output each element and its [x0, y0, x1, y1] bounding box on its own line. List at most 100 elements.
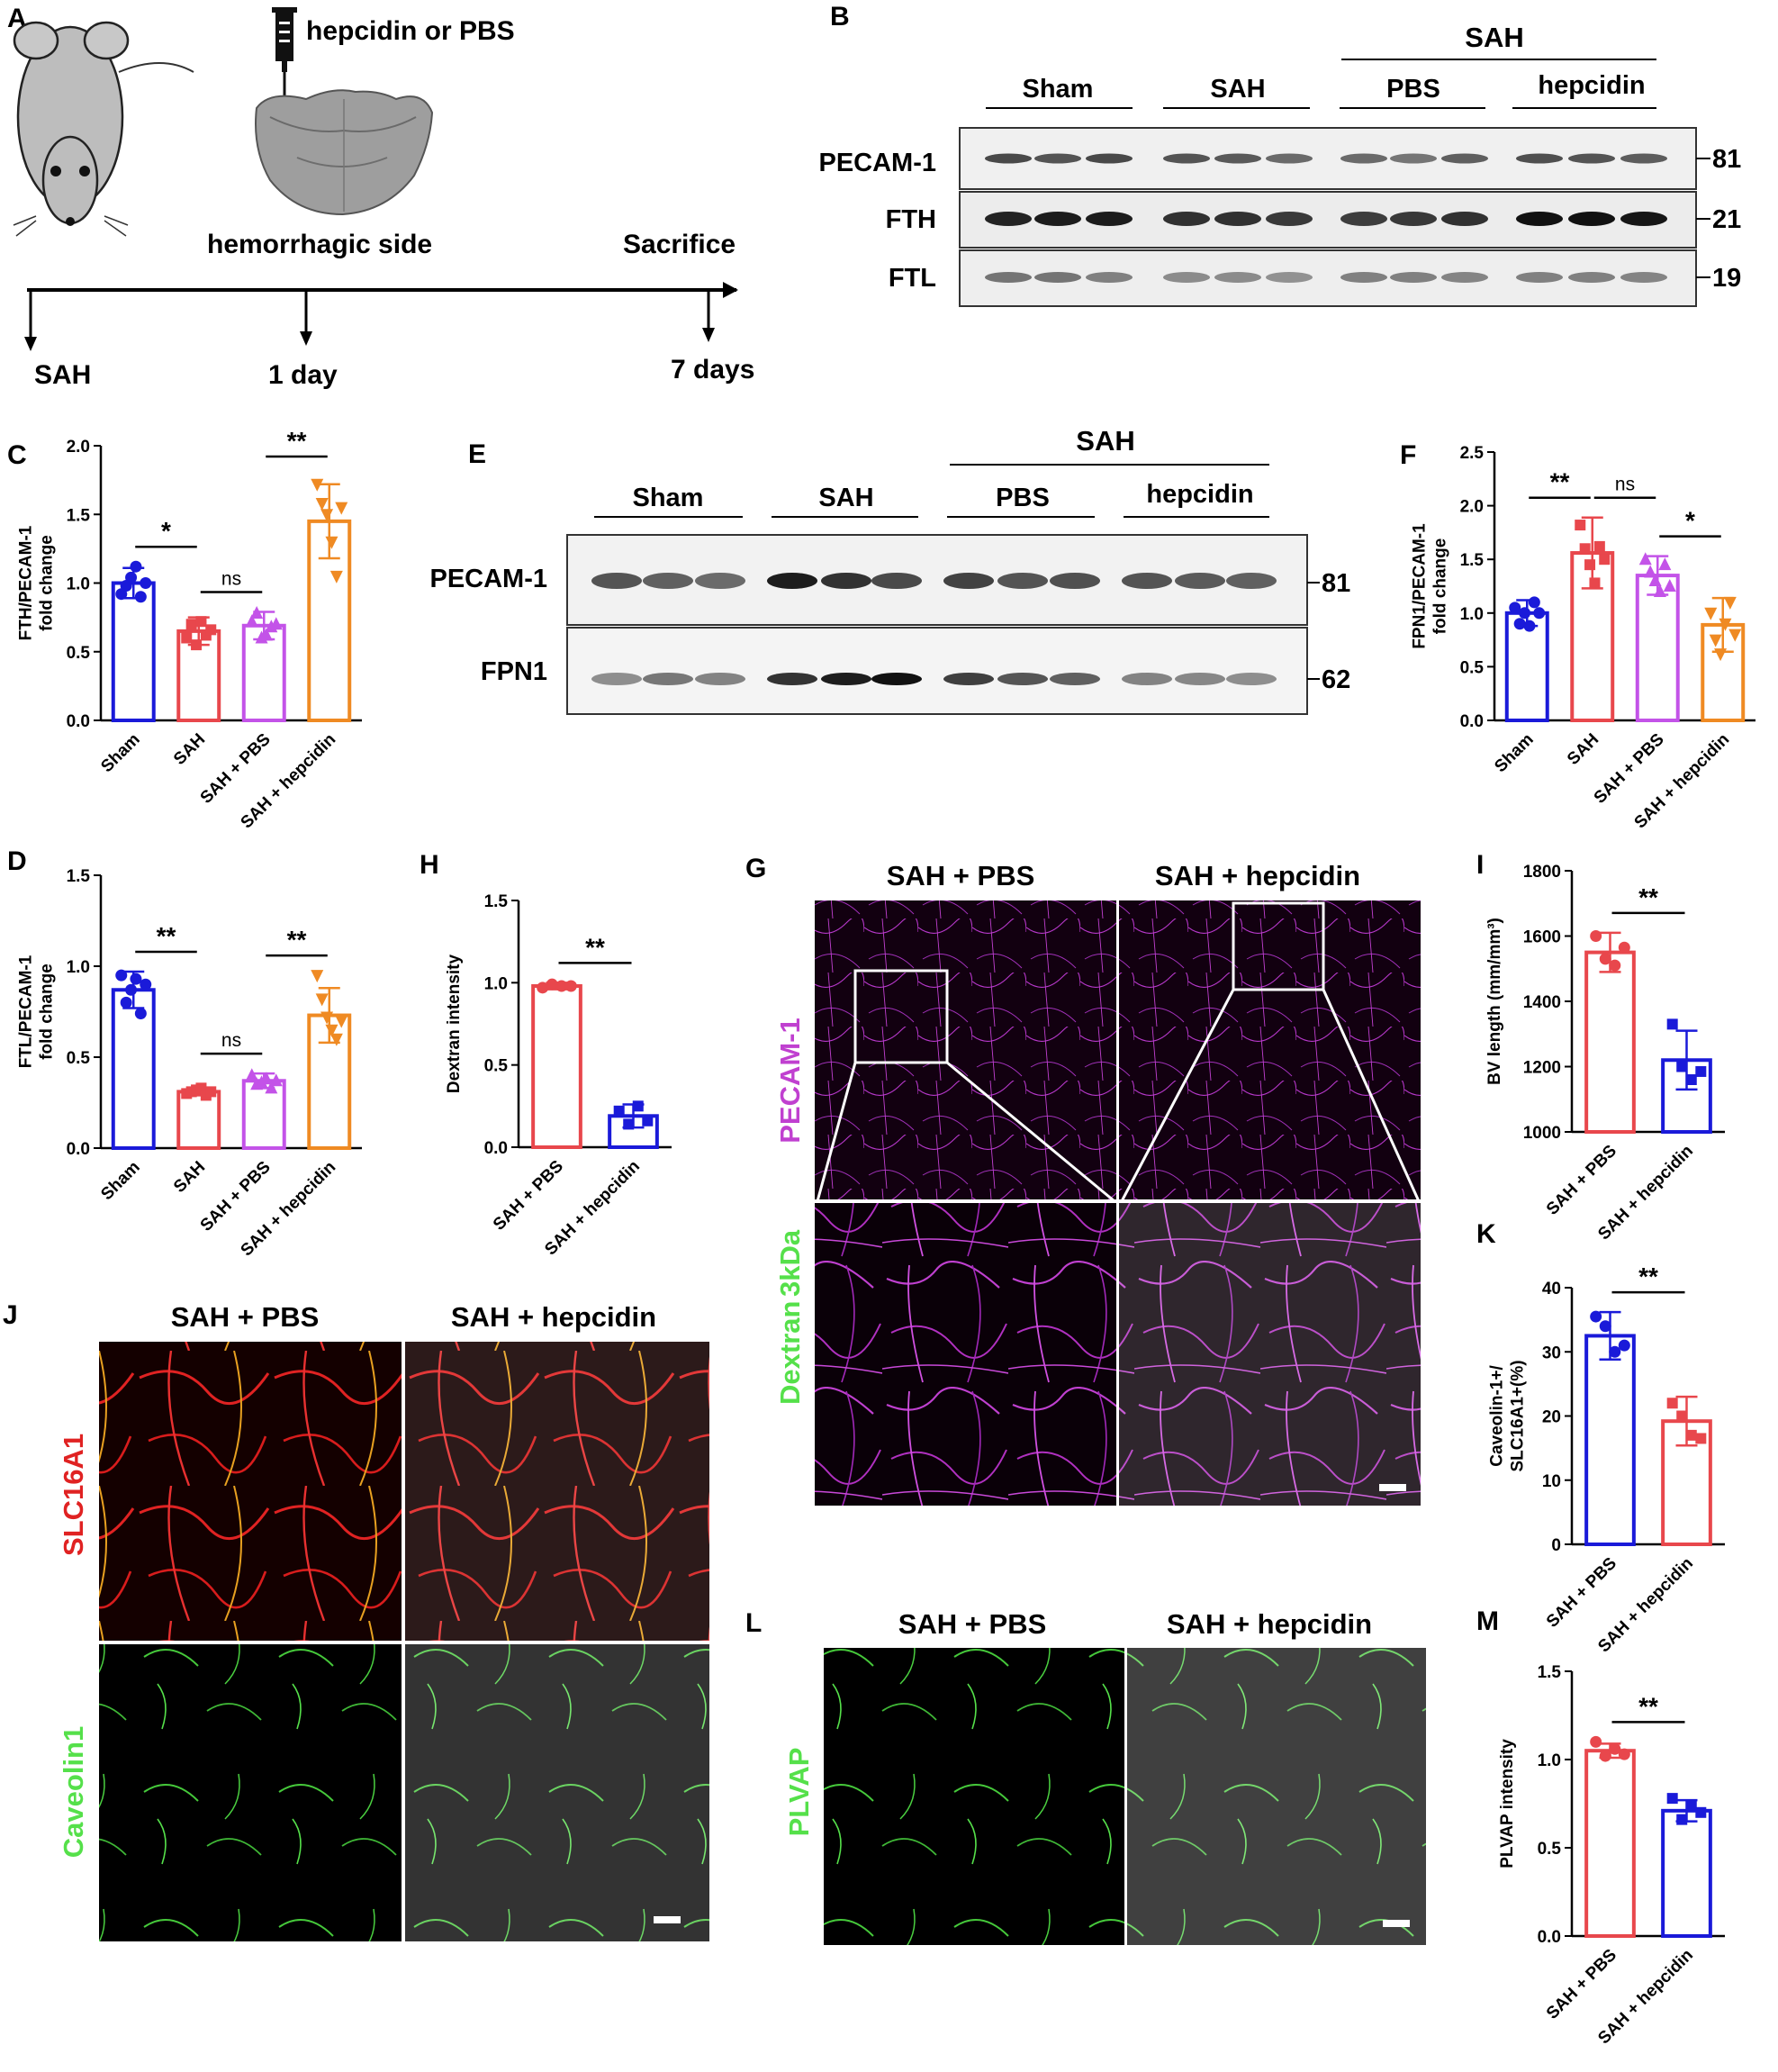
g-zoom-box-hepcidin — [1232, 901, 1325, 991]
blot-b-band — [1516, 272, 1563, 283]
y-axis-label: Caveolin-1+/ — [1488, 1365, 1507, 1467]
blot-e-band — [943, 673, 994, 685]
blot-e-protein-pecam1: PECAM-1 — [429, 565, 547, 593]
data-point — [125, 983, 138, 996]
j-image-hepcidin-caveolin1 — [405, 1644, 709, 1941]
data-point — [250, 606, 264, 620]
y-tick-label: 0 — [1551, 1536, 1561, 1555]
blot-b-band — [985, 272, 1032, 283]
g-image-pbs-dextran — [815, 1203, 1116, 1506]
blot-b-mw-19: 19 — [1712, 264, 1741, 293]
x-category-label: SAH + PBS — [490, 1157, 567, 1235]
l-col-pbs: SAH + PBS — [898, 1608, 1047, 1640]
bar — [176, 1090, 221, 1151]
data-point — [120, 996, 132, 1009]
data-point — [1685, 1074, 1697, 1085]
bar — [111, 581, 156, 722]
panel-j-micrographs: J SAH + PBS SAH + hepcidin SLC16A1 Caveo… — [3, 1300, 709, 1941]
blot-b-band — [1568, 153, 1615, 164]
significance-label: ** — [287, 926, 307, 954]
x-category-label: SAH + PBS — [1543, 1946, 1620, 2023]
significance-label: ** — [585, 933, 605, 961]
data-point — [1590, 1310, 1602, 1323]
data-point — [1663, 579, 1676, 592]
data-point — [642, 1115, 654, 1126]
data-point — [195, 616, 207, 628]
data-point — [115, 969, 128, 982]
y-tick-label: 0.0 — [1538, 1928, 1561, 1947]
data-point — [623, 1118, 635, 1130]
data-point — [1709, 634, 1722, 647]
l-image-hepcidin-plvap — [1127, 1648, 1426, 1945]
data-point — [1728, 629, 1742, 642]
data-point — [1638, 552, 1652, 566]
significance-label: ns — [221, 569, 241, 590]
blot-b-group-sah: SAH — [1210, 75, 1265, 104]
j-image-pbs-caveolin1 — [99, 1644, 402, 1941]
data-point — [1676, 1814, 1688, 1825]
g-col-hepcidin: SAH + hepcidin — [1155, 860, 1360, 891]
data-point — [320, 509, 334, 522]
data-point — [1658, 557, 1672, 571]
blot-e-band — [1050, 573, 1100, 589]
y-axis-label: SLC16A1+(%) — [1509, 1360, 1528, 1471]
data-point — [259, 628, 273, 641]
y-tick-label: 1000 — [1523, 1124, 1561, 1143]
blot-e-band — [821, 673, 871, 685]
data-point — [1579, 543, 1591, 555]
g-col-pbs: SAH + PBS — [887, 860, 1035, 891]
y-tick-label: 2.5 — [1460, 444, 1485, 463]
data-point — [125, 571, 138, 584]
blot-b-band — [1390, 272, 1437, 283]
data-point — [1666, 1398, 1678, 1409]
y-tick-label: 40 — [1542, 1280, 1561, 1298]
g-image-pbs-pecam1 — [815, 900, 1116, 1199]
x-category-label: SAH + PBS — [1543, 1554, 1620, 1632]
timeline-arrowhead — [723, 282, 738, 298]
data-point — [1575, 520, 1586, 531]
blot-e-mw-81: 81 — [1322, 569, 1350, 598]
blot-b-band — [1086, 212, 1133, 226]
data-point — [1523, 620, 1536, 632]
bar — [1584, 950, 1636, 1134]
y-axis-label: fold change — [38, 535, 57, 631]
y-tick-label: 0.5 — [67, 1049, 91, 1068]
data-point — [130, 560, 142, 573]
blot-b-bands — [985, 153, 1667, 283]
sacrifice-label: Sacrifice — [623, 230, 736, 259]
significance-label: ns — [1615, 475, 1635, 495]
y-axis-label: PLVAP intensity — [1498, 1739, 1517, 1868]
panel-letter-m: M — [1476, 1606, 1499, 1636]
blot-b-band — [1214, 272, 1261, 283]
g-image-hepcidin-pecam1 — [1119, 900, 1421, 1199]
y-tick-label: 1400 — [1523, 993, 1561, 1012]
l-row-label-plvap: PLVAP — [783, 1748, 815, 1837]
chart-d: 0.0 0.5 1.0 1.5 FTL/PECAM-1 fold change Sham SA… — [17, 867, 362, 1260]
y-tick-label: 1.5 — [1538, 1663, 1562, 1682]
panel-g-micrographs: G SAH + PBS SAH + hepcidin PECAM-1 Dextr… — [745, 854, 1421, 1506]
blot-b-band — [1163, 212, 1210, 226]
data-point — [1676, 1410, 1688, 1422]
hemorrhagic-side-label: hemorrhagic side — [207, 230, 432, 259]
y-axis-label: fold change — [1431, 538, 1450, 635]
y-tick-label: 1.0 — [484, 974, 508, 993]
data-point — [1666, 1793, 1678, 1805]
g-scale-bar — [1379, 1484, 1406, 1491]
blot-e-band — [1122, 573, 1172, 589]
blot-b-band — [1340, 153, 1387, 164]
blot-b-band — [1340, 212, 1387, 226]
g-row-label-dextran: Dextran — [774, 1301, 806, 1405]
blot-b-band — [1620, 212, 1667, 226]
data-point — [1719, 618, 1732, 631]
blot-b-protein-fth: FTH — [886, 205, 936, 234]
significance-label: ns — [221, 1030, 241, 1051]
blot-e-group-sham: Sham — [633, 484, 704, 512]
blot-e-band — [591, 573, 642, 589]
panel-letter-i: I — [1476, 850, 1484, 880]
data-point — [537, 982, 549, 994]
blot-e-band — [871, 573, 922, 589]
data-point — [315, 498, 329, 511]
data-point — [613, 1105, 625, 1117]
blot-b-band — [1441, 153, 1488, 164]
blot-b-band — [1568, 212, 1615, 226]
